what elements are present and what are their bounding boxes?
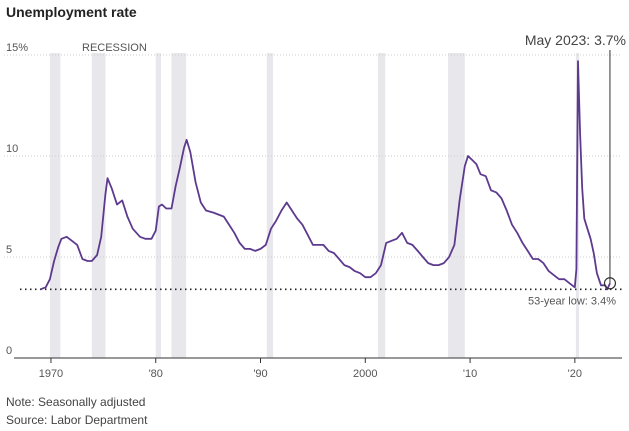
x-tick-label-1970: 1970 xyxy=(39,368,63,380)
y-tick-label-10: 10 xyxy=(6,143,18,155)
low-label: 53-year low: 3.4% xyxy=(528,295,616,307)
callout-marker xyxy=(603,277,617,290)
y-tick-label-0: 0 xyxy=(6,345,12,357)
recession-bands xyxy=(49,53,580,358)
x-axis: 1970 '80 '90 2000 '10 '20 xyxy=(14,357,622,380)
callout-label: May 2023: 3.7% xyxy=(525,32,626,48)
y-tick-label-5: 5 xyxy=(6,244,12,256)
chart-source: Source: Labor Department xyxy=(6,413,148,427)
gridlines xyxy=(4,54,622,258)
chart-note: Note: Seasonally adjusted xyxy=(6,395,146,409)
y-tick-labels: 0 5 10 15% xyxy=(6,42,28,357)
x-tick-label-2000: 2000 xyxy=(353,368,377,380)
x-tick-label-1990: '90 xyxy=(253,368,267,380)
y-tick-label-15: 15% xyxy=(6,42,28,54)
recession-band-3 xyxy=(155,53,161,358)
recession-band-2 xyxy=(91,53,106,358)
chart-title: Unemployment rate xyxy=(6,4,137,20)
recession-label: RECESSION xyxy=(82,42,147,54)
recession-band-7 xyxy=(448,53,465,358)
unemployment-chart: 0 5 10 15% RECESSION 1970 '80 '90 2000 '10 '20 5… xyxy=(4,32,626,380)
recession-band-5 xyxy=(266,53,274,358)
unemployment-series-line xyxy=(40,60,611,291)
x-tick-label-2010: '10 xyxy=(463,368,477,380)
recession-band-1 xyxy=(49,53,61,358)
x-tick-label-2020: '20 xyxy=(568,368,582,380)
recession-band-4 xyxy=(171,53,187,358)
x-tick-label-1980: '80 xyxy=(149,368,163,380)
recession-band-6 xyxy=(377,53,386,358)
